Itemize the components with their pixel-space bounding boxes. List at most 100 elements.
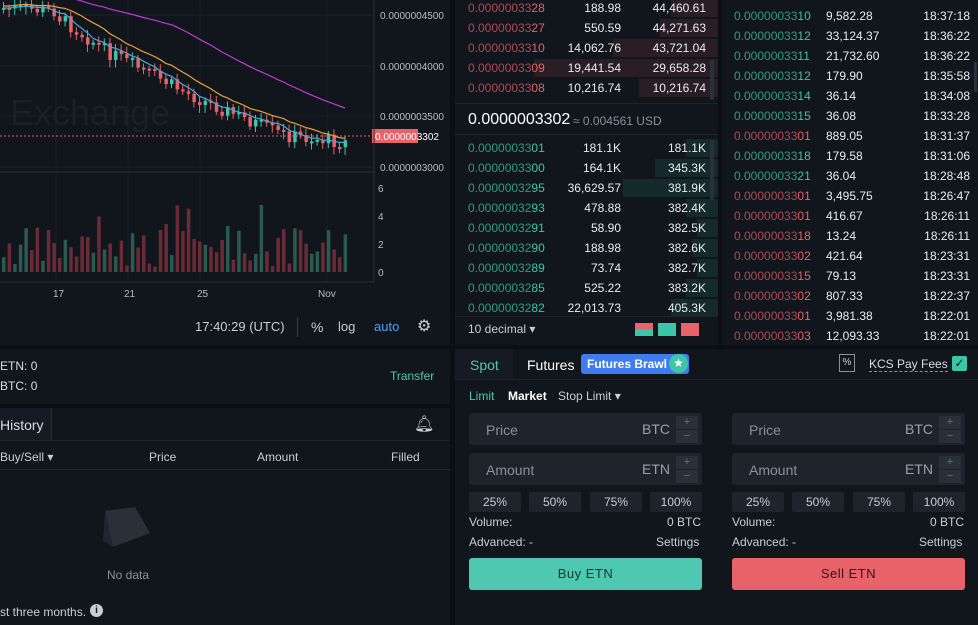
sell-amount-input[interactable]: Amount ETN + −: [732, 453, 965, 485]
bid-row[interactable]: 0.0000003301 181.1K 181.1K: [455, 138, 718, 158]
date-axis-label: 17: [53, 289, 65, 300]
ask-row[interactable]: 0.0000003310 14,062.76 43,721.04: [455, 38, 718, 58]
sell-button[interactable]: Sell ETN: [732, 558, 965, 590]
date-axis-label: 25: [197, 289, 209, 300]
price-chart[interactable]: Exchange 0.0000003302 0.0000004500 0.000…: [0, 0, 450, 345]
candle: [326, 134, 331, 144]
kcs-pay-fees-label[interactable]: KCS Pay Fees: [869, 357, 948, 372]
trade-time: 18:23:31: [923, 269, 970, 283]
futures-brawl-badge[interactable]: Futures Brawl: [581, 354, 690, 374]
orderbook-view-both-icon[interactable]: [635, 323, 653, 336]
minus-icon[interactable]: −: [676, 430, 698, 443]
buy-pct-75[interactable]: 75%: [590, 492, 642, 512]
order-type-limit[interactable]: Limit: [469, 389, 495, 403]
ob-amount: 550.59: [584, 21, 621, 35]
volume-bar: [164, 223, 168, 272]
buy-pct-50[interactable]: 50%: [529, 492, 581, 512]
minus-icon[interactable]: −: [939, 430, 961, 443]
auto-toggle[interactable]: auto: [374, 319, 400, 334]
log-toggle[interactable]: log: [338, 319, 356, 334]
buy-amount-input[interactable]: Amount ETN + −: [469, 453, 702, 485]
chart-canvas[interactable]: Exchange 0.0000003302 0.0000004500 0.000…: [0, 0, 450, 312]
sell-pct-25[interactable]: 25%: [732, 492, 784, 512]
bid-row[interactable]: 0.0000003290 188.98 382.6K: [455, 238, 718, 258]
minus-icon[interactable]: −: [939, 470, 961, 483]
btc-balance: BTC: 0: [0, 379, 37, 393]
candle: [270, 122, 275, 126]
sell-settings[interactable]: Settings: [919, 535, 963, 549]
bid-row[interactable]: 0.0000003293 478.88 382.4K: [455, 198, 718, 218]
candle: [147, 68, 152, 71]
discount-icon: %: [839, 354, 855, 372]
plus-icon[interactable]: +: [676, 456, 698, 469]
trades-scrollbar[interactable]: [974, 62, 977, 92]
depth-bar: [612, 39, 718, 57]
bid-row[interactable]: 0.0000003285 525.22 383.2K: [455, 278, 718, 298]
sell-advanced[interactable]: Advanced: -: [732, 535, 797, 549]
candle: [209, 100, 213, 103]
bid-row[interactable]: 0.0000003291 58.90 382.5K: [455, 218, 718, 238]
candle: [114, 50, 118, 61]
bell-icon[interactable]: 🔔︎: [414, 416, 435, 433]
buy-pct-100[interactable]: 100%: [650, 492, 702, 512]
bid-row[interactable]: 0.0000003289 73.74 382.7K: [455, 258, 718, 278]
trade-row: 0.0000003311 21,732.60 18:36:22: [722, 46, 978, 66]
volume-bar: [125, 265, 129, 272]
order-type-market[interactable]: Market: [508, 389, 547, 403]
buy-settings[interactable]: Settings: [656, 535, 700, 549]
candle: [203, 100, 208, 105]
order-type-stop-limit[interactable]: Stop Limit ▾: [558, 389, 621, 403]
bid-row[interactable]: 0.0000003282 22,013.73 405.3K: [455, 298, 718, 318]
bid-row[interactable]: 0.0000003300 164.1K 345.3K: [455, 158, 718, 178]
decimal-select[interactable]: 10 decimal ▾: [468, 322, 536, 336]
trade-form: Spot Futures Futures Brawl ★ % KCS Pay F…: [455, 349, 978, 625]
buy-price-input[interactable]: Price BTC + −: [469, 413, 702, 445]
info-icon[interactable]: i: [90, 604, 103, 617]
trade-time: 18:22:37: [923, 289, 970, 303]
sell-volume-label: Volume:: [732, 515, 776, 529]
sell-pct-50[interactable]: 50%: [792, 492, 844, 512]
plus-icon[interactable]: +: [939, 456, 961, 469]
tab-spot[interactable]: Spot: [455, 349, 513, 379]
sell-pct-100[interactable]: 100%: [913, 492, 965, 512]
minus-icon[interactable]: −: [676, 470, 698, 483]
candle: [298, 131, 303, 136]
volume-bar: [276, 237, 280, 272]
candle: [343, 140, 348, 148]
buy-pct-25[interactable]: 25%: [469, 492, 521, 512]
moving-average-line: [3, 5, 346, 144]
tab-futures[interactable]: Futures: [527, 357, 575, 373]
ask-row[interactable]: 0.0000003309 19,441.54 29,658.28: [455, 58, 718, 78]
ask-row[interactable]: 0.0000003308 10,216.74 10,216.74: [455, 78, 718, 98]
tab-history[interactable]: History: [0, 408, 52, 440]
trade-amount: 889.05: [826, 129, 863, 143]
orderbook-view-asks-icon[interactable]: [681, 323, 699, 336]
sell-price-input[interactable]: Price BTC + −: [732, 413, 965, 445]
sell-pct-75[interactable]: 75%: [853, 492, 905, 512]
ob-amount: 478.88: [584, 201, 621, 215]
candle: [293, 131, 297, 143]
buy-advanced[interactable]: Advanced: -: [469, 535, 534, 549]
plus-icon[interactable]: +: [676, 416, 698, 429]
ob-total: 345.3K: [667, 161, 706, 175]
kcs-pay-fees-checkbox[interactable]: ✓: [952, 356, 967, 371]
orderbook-view-bids-icon[interactable]: [658, 323, 676, 336]
percent-toggle[interactable]: %: [311, 319, 324, 335]
ob-price: 0.0000003300: [468, 161, 545, 175]
gear-icon[interactable]: ⚙: [417, 318, 432, 335]
candle: [58, 16, 62, 22]
col-buy-sell[interactable]: Buy/Sell ▾: [0, 450, 54, 464]
trade-row: 0.0000003301 889.05 18:31:37: [722, 126, 978, 146]
trade-amount: 36.14: [826, 89, 857, 103]
plus-icon[interactable]: +: [939, 416, 961, 429]
transfer-link[interactable]: Transfer: [390, 369, 435, 383]
buy-button[interactable]: Buy ETN: [469, 558, 702, 590]
volume-bar: [231, 259, 236, 272]
ask-row[interactable]: 0.0000003327 550.59 44,271.63: [455, 18, 718, 38]
bids-scrollbar[interactable]: [710, 140, 714, 200]
ask-row[interactable]: 0.0000003328 188.98 44,460.61: [455, 0, 718, 18]
bid-row[interactable]: 0.0000003295 36,629.57 381.9K: [455, 178, 718, 198]
asks-scrollbar[interactable]: [710, 60, 714, 100]
empty-box-icon: [103, 507, 150, 547]
volume-bar: [293, 228, 297, 272]
